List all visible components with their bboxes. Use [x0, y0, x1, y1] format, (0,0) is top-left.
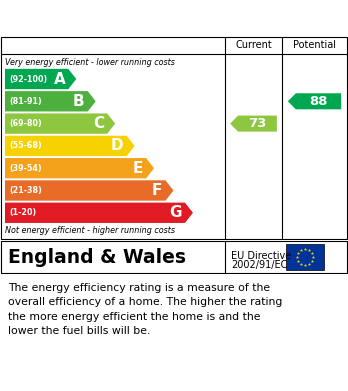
Polygon shape: [288, 93, 341, 109]
Text: (21-38): (21-38): [9, 186, 42, 195]
Text: (69-80): (69-80): [9, 119, 42, 128]
Polygon shape: [5, 180, 174, 201]
Polygon shape: [5, 91, 96, 111]
Text: G: G: [169, 205, 182, 220]
Text: D: D: [111, 138, 124, 153]
Polygon shape: [230, 116, 277, 132]
Text: F: F: [152, 183, 163, 198]
Text: E: E: [133, 161, 143, 176]
Text: The energy efficiency rating is a measure of the
overall efficiency of a home. T: The energy efficiency rating is a measur…: [8, 283, 282, 336]
Polygon shape: [5, 69, 76, 89]
Polygon shape: [5, 136, 135, 156]
Text: England & Wales: England & Wales: [8, 248, 186, 267]
Text: EU Directive: EU Directive: [231, 251, 291, 261]
Polygon shape: [5, 158, 154, 178]
Text: (92-100): (92-100): [9, 75, 47, 84]
Text: (1-20): (1-20): [9, 208, 36, 217]
Text: 2002/91/EC: 2002/91/EC: [231, 260, 287, 270]
Text: Current: Current: [235, 40, 272, 50]
Text: (81-91): (81-91): [9, 97, 42, 106]
Text: 73: 73: [248, 117, 267, 130]
Text: (55-68): (55-68): [9, 142, 42, 151]
Text: Not energy efficient - higher running costs: Not energy efficient - higher running co…: [5, 226, 175, 235]
Text: Energy Efficiency Rating: Energy Efficiency Rating: [9, 11, 248, 29]
Text: A: A: [54, 72, 65, 86]
Polygon shape: [5, 203, 193, 223]
Polygon shape: [5, 113, 115, 134]
Text: Very energy efficient - lower running costs: Very energy efficient - lower running co…: [5, 58, 175, 67]
Text: B: B: [73, 94, 85, 109]
Bar: [286, 244, 324, 270]
Text: 88: 88: [309, 95, 328, 108]
Text: C: C: [93, 116, 104, 131]
Text: (39-54): (39-54): [9, 164, 42, 173]
Text: Potential: Potential: [293, 40, 336, 50]
